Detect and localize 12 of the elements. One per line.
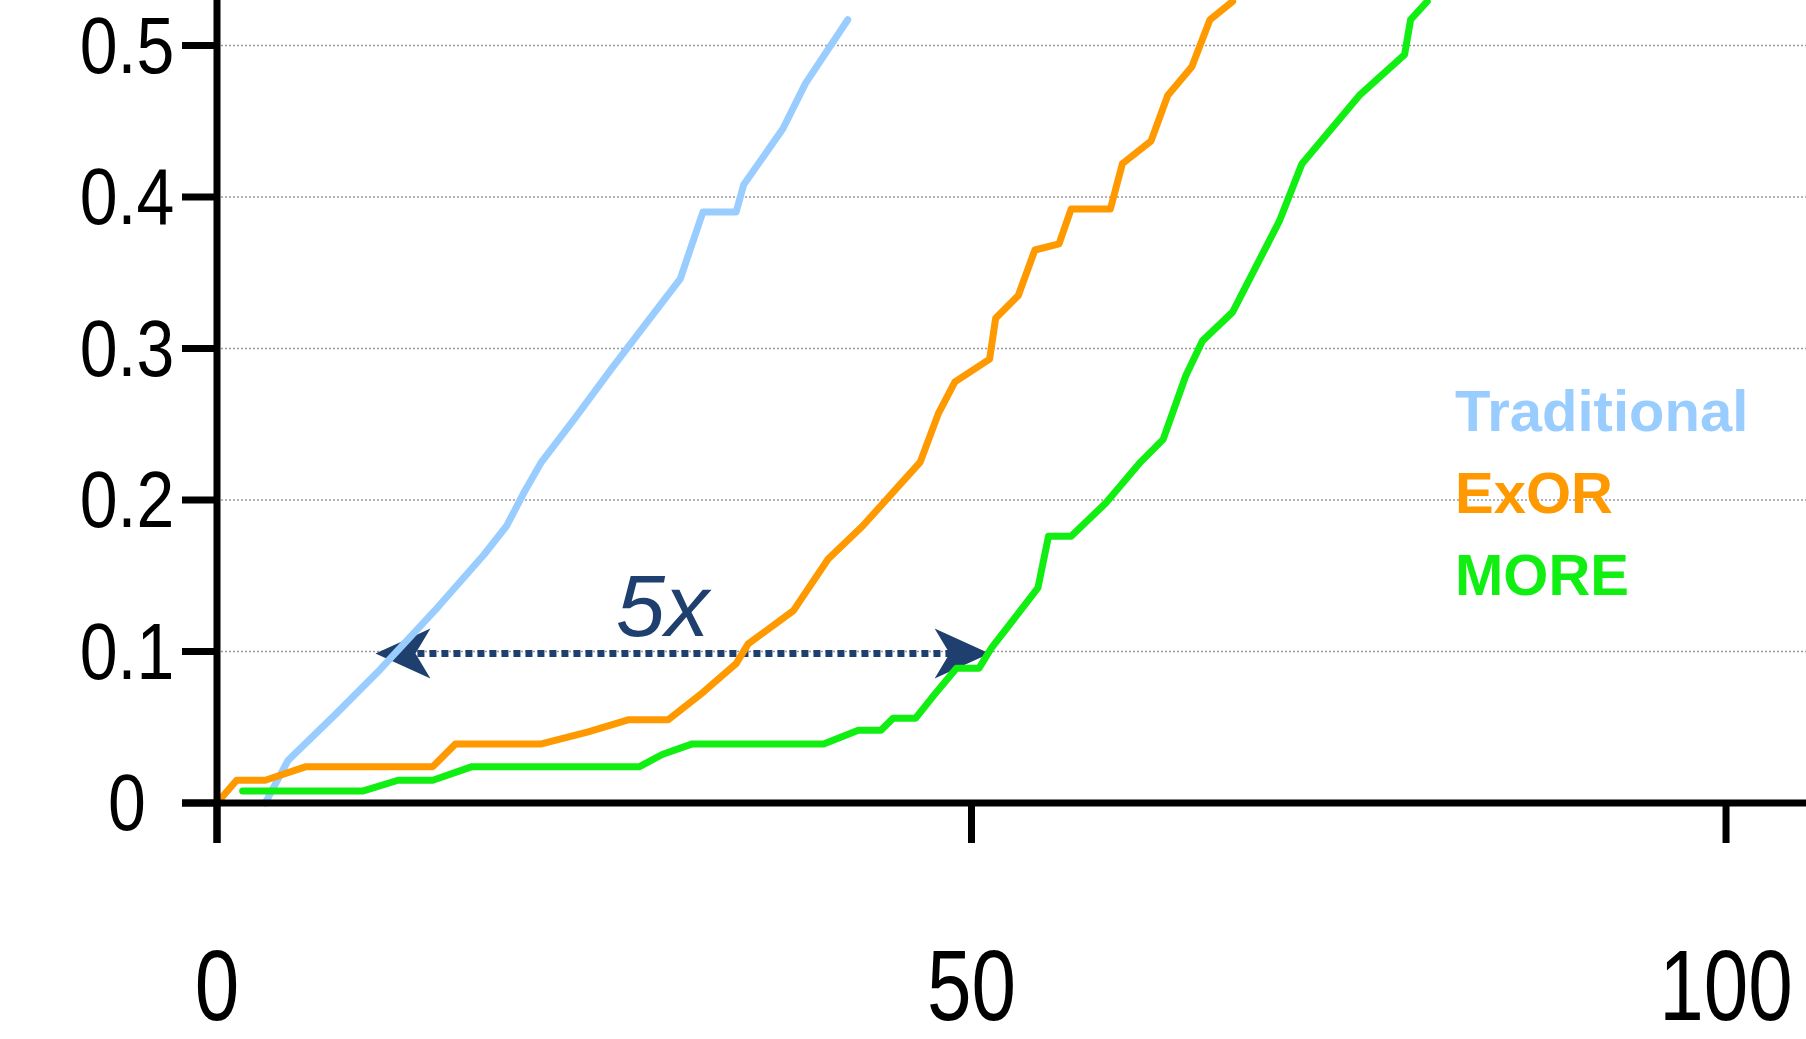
y-tick-label: 0.5 xyxy=(79,0,175,91)
y-tick-label: 0 xyxy=(108,758,146,848)
y-tick-label: 0.4 xyxy=(79,152,175,242)
y-tick-label: 0.1 xyxy=(79,606,175,697)
annotation: 5x xyxy=(616,555,712,655)
y-tick-label: 0.3 xyxy=(79,303,175,394)
x-tick-label: 100 xyxy=(1659,929,1793,1039)
y-tick-label: 0.2 xyxy=(79,455,175,545)
text: Traditional xyxy=(1455,377,1749,443)
text: MORE xyxy=(1455,541,1629,607)
x-tick-label: 50 xyxy=(927,929,1016,1039)
text: ExOR xyxy=(1455,459,1613,525)
